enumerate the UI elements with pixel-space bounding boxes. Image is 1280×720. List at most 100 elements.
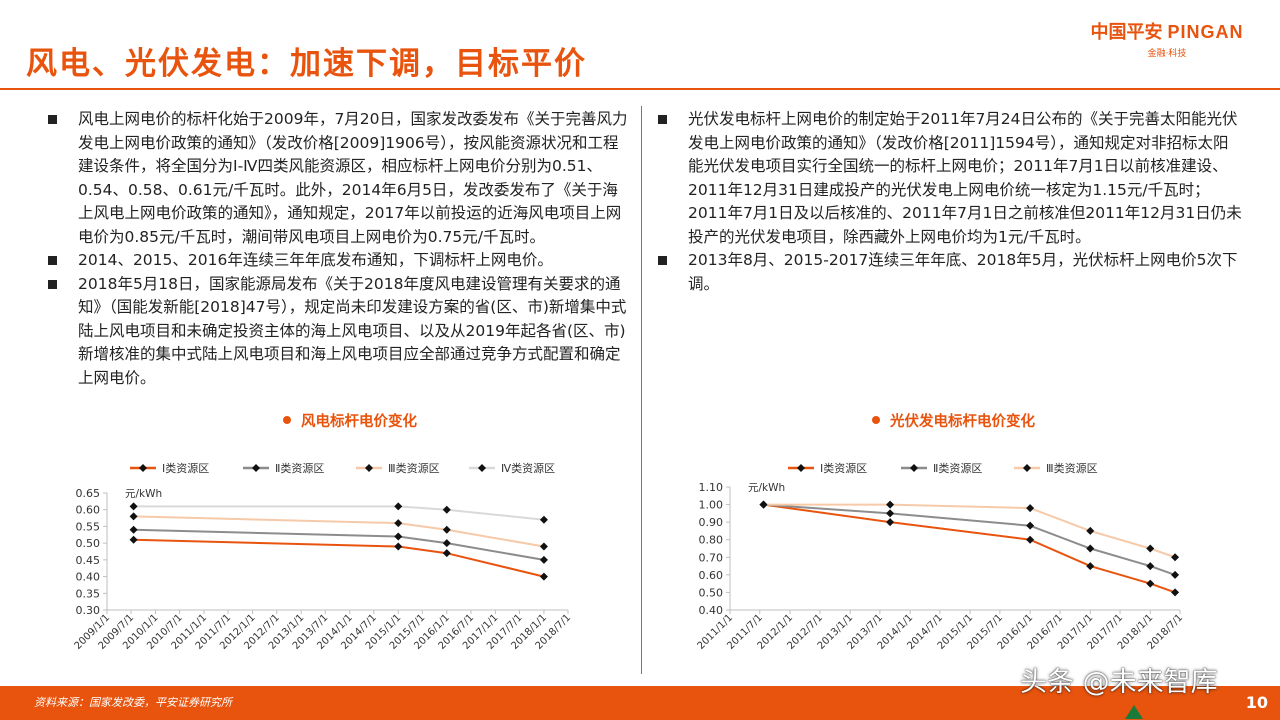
y-tick-label: 0.30 — [76, 604, 101, 617]
data-point — [129, 525, 138, 534]
title-dot-icon — [283, 416, 291, 424]
page-title: 风电、光伏发电：加速下调，目标平价 — [26, 46, 587, 82]
data-point — [1086, 544, 1095, 553]
pingan-mark-icon — [1125, 705, 1143, 719]
bullet-text: 2014、2015、2016年连续三年年底发布通知，下调标杆上网电价。 — [78, 251, 553, 269]
bullet-item: 2018年5月18日，国家能源局发布《关于2018年度风电建设管理有关要求的通知… — [48, 273, 633, 391]
data-point — [1026, 521, 1035, 530]
y-tick-label: 0.45 — [76, 554, 101, 567]
y-tick-label: 0.90 — [699, 516, 724, 529]
logo-text: 中国平安 — [1090, 22, 1163, 42]
bullet-text: 风电上网电价的标杆化始于2009年，7月20日，国家发改委发布《关于完善风力发电… — [78, 110, 628, 246]
series-line — [133, 528, 545, 561]
legend-marker — [1023, 464, 1031, 472]
legend-marker — [365, 464, 373, 472]
footer-bar — [0, 686, 1280, 720]
bullet-item: 2014、2015、2016年连续三年年底发布通知，下调标杆上网电价。 — [48, 249, 633, 273]
pv-price-chart: 1.101.000.900.800.700.600.500.40元/kWh201… — [696, 461, 1186, 652]
y-tick-label: 0.50 — [699, 586, 724, 599]
column-divider — [641, 106, 642, 674]
bullet-text: 2018年5月18日，国家能源局发布《关于2018年度风电建设管理有关要求的通知… — [78, 274, 627, 387]
series-line — [763, 503, 1176, 559]
y-tick-label: 0.70 — [699, 551, 724, 564]
data-point — [886, 509, 895, 518]
y-tick-label: 1.10 — [699, 481, 724, 494]
data-point — [539, 572, 548, 581]
legend-marker — [252, 464, 260, 472]
pv-chart-title-text: 光伏发电标杆电价变化 — [890, 414, 1035, 430]
legend-label: Ⅱ类资源区 — [933, 461, 982, 475]
pv-chart-title: 光伏发电标杆电价变化 — [872, 410, 1035, 431]
data-point — [539, 555, 548, 564]
y-tick-label: 0.60 — [76, 504, 101, 517]
data-point — [1086, 562, 1095, 571]
y-tick-label: 0.80 — [699, 534, 724, 547]
data-point — [129, 502, 138, 511]
y-tick-label: 0.40 — [76, 571, 101, 584]
y-tick-label: 0.55 — [76, 520, 101, 533]
y-tick-label: 0.60 — [699, 569, 724, 582]
bullet-item: 光伏发电标杆上网电价的制定始于2011年7月24日公布的《关于完善太阳能光伏发电… — [658, 108, 1243, 249]
logo-brand-en: PINGAN — [1167, 22, 1244, 42]
y-tick-label: 0.65 — [76, 487, 101, 500]
unit-label: 元/kWh — [748, 482, 785, 494]
title-divider — [0, 88, 1280, 90]
unit-label: 元/kWh — [125, 488, 162, 500]
data-point — [442, 505, 451, 514]
legend-label: Ⅲ类资源区 — [1046, 461, 1098, 475]
bullet-square-icon — [48, 115, 57, 124]
bullet-item: 风电上网电价的标杆化始于2009年，7月20日，国家发改委发布《关于完善风力发电… — [48, 108, 633, 249]
y-tick-label: 0.35 — [76, 587, 101, 600]
pingan-logo: 中国平安 PINGAN 金融·科技 — [1072, 18, 1262, 59]
legend-label: Ⅲ类资源区 — [388, 461, 440, 475]
data-point — [442, 539, 451, 548]
legend-label: Ⅱ类资源区 — [275, 461, 324, 475]
data-point — [442, 549, 451, 558]
series-line — [133, 538, 545, 578]
legend-label: Ⅳ类资源区 — [501, 461, 555, 475]
data-point — [394, 542, 403, 551]
data-point — [394, 502, 403, 511]
data-point — [1086, 526, 1095, 535]
data-point — [394, 519, 403, 528]
data-point — [1171, 553, 1180, 562]
data-point — [539, 542, 548, 551]
wind-chart-title: 风电标杆电价变化 — [283, 410, 417, 431]
data-point — [539, 515, 548, 524]
data-point — [759, 500, 768, 509]
bullet-square-icon — [48, 279, 57, 289]
series-line — [763, 503, 1176, 576]
data-point — [442, 525, 451, 534]
data-point — [1171, 588, 1180, 597]
data-point — [1146, 562, 1155, 571]
legend-marker — [910, 464, 918, 472]
series-line — [133, 505, 545, 521]
legend-marker — [797, 464, 805, 472]
left-text-column: 风电上网电价的标杆化始于2009年，7月20日，国家发改委发布《关于完善风力发电… — [48, 108, 633, 390]
data-point — [1026, 504, 1035, 513]
right-text-column: 光伏发电标杆上网电价的制定始于2011年7月24日公布的《关于完善太阳能光伏发电… — [658, 108, 1243, 296]
legend-label: Ⅰ类资源区 — [820, 461, 867, 475]
data-point — [886, 500, 895, 509]
data-point — [886, 518, 895, 527]
y-tick-label: 0.40 — [699, 604, 724, 617]
legend-marker — [478, 464, 486, 472]
data-point — [394, 532, 403, 541]
y-tick-label: 0.50 — [76, 537, 101, 550]
data-point — [1171, 570, 1180, 579]
title-dot-icon — [872, 416, 880, 424]
footer-source: 资料来源：国家发改委，平安证券研究所 — [34, 696, 232, 709]
bullet-square-icon — [658, 115, 667, 124]
bullet-text: 光伏发电标杆上网电价的制定始于2011年7月24日公布的《关于完善太阳能光伏发电… — [688, 110, 1242, 246]
bullet-square-icon — [658, 256, 667, 265]
y-tick-label: 1.00 — [699, 499, 724, 512]
series-line — [763, 503, 1176, 594]
series-line — [133, 515, 545, 548]
wind-price-chart: 0.650.600.550.500.450.400.350.30元/kWh200… — [73, 461, 574, 652]
watermark: 头条 @未来智库 — [1020, 667, 1218, 698]
data-point — [1146, 579, 1155, 588]
bullet-text: 2013年8月、2015-2017连续三年年底、2018年5月，光伏标杆上网电价… — [688, 251, 1238, 293]
legend-label: Ⅰ类资源区 — [162, 461, 209, 475]
bullet-item: 2013年8月、2015-2017连续三年年底、2018年5月，光伏标杆上网电价… — [658, 249, 1243, 296]
data-point — [129, 535, 138, 544]
